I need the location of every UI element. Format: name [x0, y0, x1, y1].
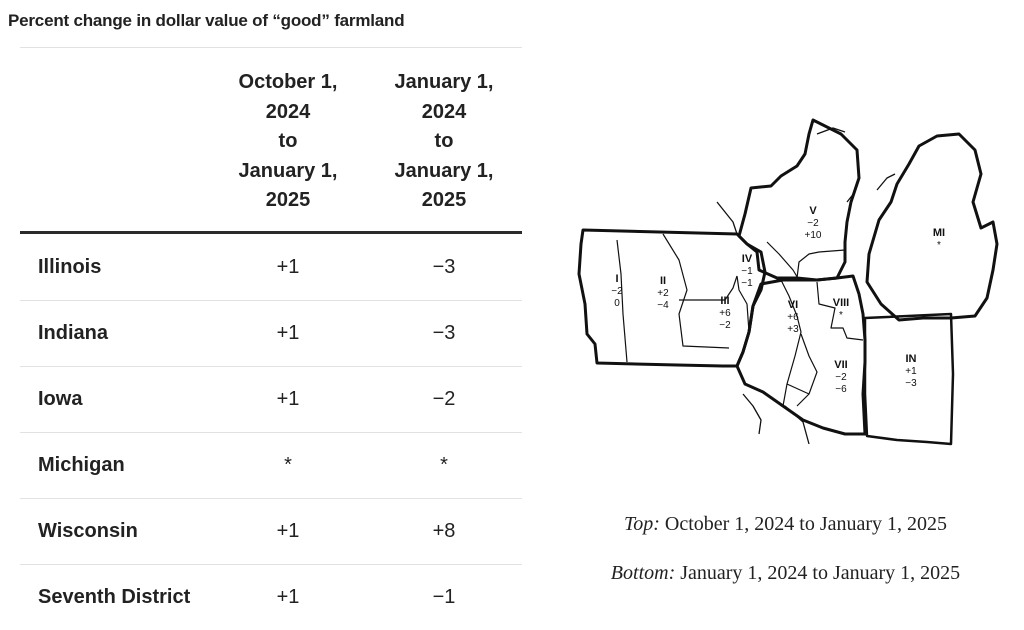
region-label: III: [720, 295, 729, 307]
row-state-name: Indiana: [38, 322, 109, 344]
michigan-outline: [865, 132, 999, 322]
row-value-year: −1: [432, 586, 456, 608]
caption-bottom-label: Bottom:: [610, 562, 676, 584]
row-value-year: −3: [432, 322, 456, 344]
column-header-year: January 1, 2024 to January 1, 2025: [394, 71, 494, 211]
region-value-bottom: −3: [905, 378, 917, 389]
region-label: VI: [788, 299, 798, 311]
row-value-quarter: +1: [276, 256, 300, 278]
row-state-name: Wisconsin: [38, 520, 138, 542]
region-value-top: +1: [905, 366, 917, 377]
region-value-bottom: −4: [657, 300, 669, 311]
row-value-quarter: +1: [276, 520, 300, 542]
region-label: VIII: [833, 297, 850, 309]
row-value-quarter: *: [284, 454, 292, 476]
header-divider: [20, 231, 522, 234]
region-label: IN: [906, 353, 917, 365]
table-row: Illinois +1 −3: [20, 234, 522, 301]
column-header-quarter: October 1, 2024 to January 1, 2025: [238, 71, 338, 211]
caption-bottom-text: January 1, 2024 to January 1, 2025: [675, 562, 961, 584]
region-label: VII: [834, 359, 847, 371]
row-value-year: +8: [432, 520, 456, 542]
region-value-bottom: −6: [835, 384, 847, 395]
region-value-top: +2: [657, 288, 669, 299]
region-label: II: [660, 275, 666, 287]
region-label: MI: [933, 227, 945, 239]
region-label: V: [809, 205, 817, 217]
wisconsin-outline: [737, 118, 861, 282]
row-state-name: Illinois: [38, 256, 102, 278]
table-row: Michigan * *: [20, 432, 522, 499]
region-value-top: *: [937, 240, 941, 251]
top-divider: [20, 47, 522, 48]
table-row: Indiana +1 −3: [20, 300, 522, 367]
row-state-name: Iowa: [38, 388, 83, 410]
region-value-top: +6: [787, 312, 799, 323]
row-value-year: *: [440, 454, 448, 476]
region-value-top: −2: [835, 372, 847, 383]
district-map: I −2 0 II +2 −4 III +6 −2 IV −1 −1 V −2 +10 VI +6 +3 VII −2…: [547, 94, 1024, 496]
row-value-quarter: +1: [276, 322, 300, 344]
row-value-year: −3: [432, 256, 456, 278]
region-value-top: *: [839, 310, 843, 321]
caption-top: Top: October 1, 2024 to January 1, 2025: [547, 513, 1024, 536]
region-value-top: −2: [807, 218, 819, 229]
caption-bottom: Bottom: January 1, 2024 to January 1, 20…: [547, 562, 1024, 585]
region-value-bottom: 0: [614, 298, 620, 309]
row-value-quarter: +1: [276, 586, 300, 608]
row-value-quarter: +1: [276, 388, 300, 410]
region-label: IV: [742, 253, 753, 265]
iowa-outline: [577, 228, 767, 368]
table-row: Wisconsin +1 +8: [20, 498, 522, 565]
chart-title: Percent change in dollar value of “good”…: [8, 11, 405, 30]
region-value-top: −2: [611, 286, 623, 297]
region-value-bottom: −2: [719, 320, 731, 331]
region-value-top: −1: [741, 266, 753, 277]
row-state-name: Michigan: [38, 454, 125, 476]
table-row: Seventh District +1 −1: [20, 564, 522, 630]
region-value-bottom: +10: [805, 230, 822, 241]
region-label: I: [615, 273, 618, 285]
caption-top-label: Top:: [623, 513, 660, 535]
row-state-name: Seventh District: [38, 586, 191, 608]
illinois-outline: [735, 274, 867, 436]
region-value-top: +6: [719, 308, 731, 319]
region-value-bottom: −1: [741, 278, 753, 289]
row-value-year: −2: [432, 388, 456, 410]
region-value-bottom: +3: [787, 324, 799, 335]
caption-top-text: October 1, 2024 to January 1, 2025: [659, 513, 948, 535]
indiana-outline: [863, 312, 955, 446]
table-row: Iowa +1 −2: [20, 366, 522, 433]
